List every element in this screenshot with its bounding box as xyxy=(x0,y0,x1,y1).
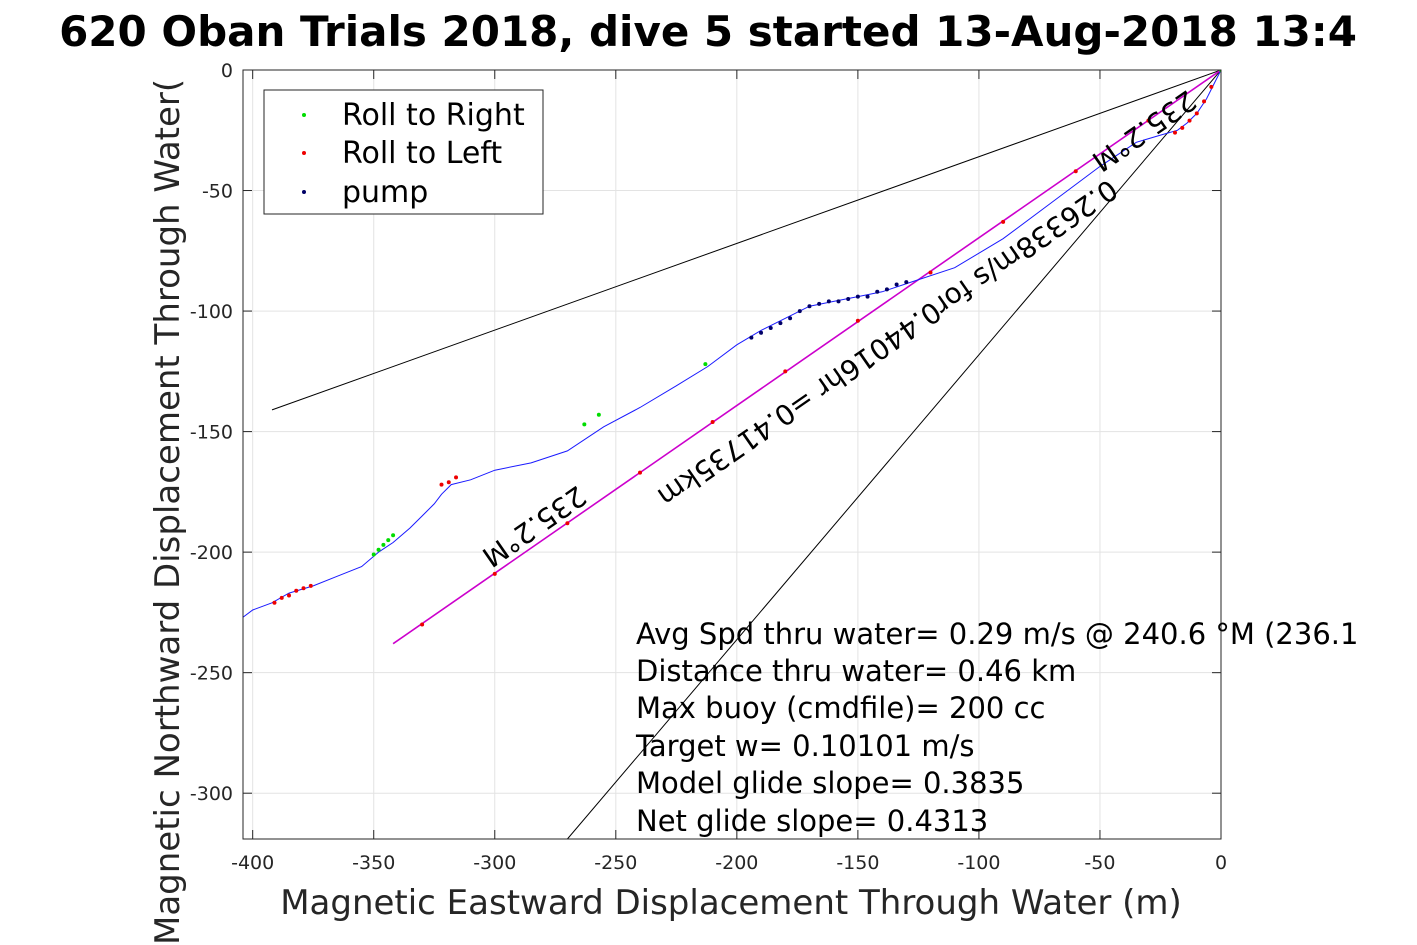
roll-left-net-point xyxy=(638,470,643,475)
chart-title: 620 Oban Trials 2018, dive 5 started 13-… xyxy=(59,7,1357,56)
roll-left-point xyxy=(301,586,306,591)
roll-left-net-point xyxy=(565,521,570,526)
y-tick-label: -150 xyxy=(190,422,233,444)
pump-point xyxy=(875,289,880,294)
roll-left-net-point xyxy=(855,318,860,323)
x-tick-label: -350 xyxy=(352,852,395,874)
legend: Roll to Right Roll to Left pump xyxy=(263,89,544,215)
x-tick-label: -150 xyxy=(836,852,879,874)
y-tick-label: -250 xyxy=(190,663,233,685)
y-axis-label: Magnetic Northward Displacement Through … xyxy=(148,79,188,945)
legend-swatch-roll-left xyxy=(302,151,306,155)
pump-point xyxy=(778,321,783,326)
pump-point xyxy=(846,297,851,302)
roll-left-net-point xyxy=(492,571,497,576)
roll-left-point xyxy=(279,595,284,600)
roll-left-net-point xyxy=(1001,219,1006,224)
summary-model-slope: Model glide slope= 0.3835 xyxy=(636,766,1024,800)
axis-ticks: -400 -350 -300 -250 -200 -150 -100 -50 0 0 -50 -100… xyxy=(190,60,1227,874)
roll-right-point xyxy=(391,533,396,538)
summary-avg-speed: Avg Spd thru water= 0.29 m/s @ 240.6 °M … xyxy=(636,617,1358,651)
roll-right-point xyxy=(381,542,386,547)
roll-right-point xyxy=(703,362,708,367)
roll-left-point xyxy=(272,600,277,605)
pump-point xyxy=(788,316,793,321)
net-displacement-line xyxy=(392,70,1221,645)
roll-left-point xyxy=(1202,99,1207,104)
x-axis-label: Magnetic Eastward Displacement Through W… xyxy=(280,883,1182,923)
roll-left-point xyxy=(286,593,291,598)
plot-frame xyxy=(242,69,1222,840)
x-tick-label: -250 xyxy=(594,852,637,874)
roll-left-net-point xyxy=(783,369,788,374)
legend-label-roll-right: Roll to Right xyxy=(342,98,525,133)
summary-max-buoy: Max buoy (cmdfile)= 200 cc xyxy=(636,691,1045,725)
dive-summary: Avg Spd thru water= 0.29 m/s @ 240.6 °M … xyxy=(635,617,1358,838)
roll-right-point xyxy=(582,422,587,427)
pump-point xyxy=(894,282,899,287)
legend-label-roll-left: Roll to Left xyxy=(342,136,502,171)
pump-point xyxy=(817,301,822,306)
pump-point xyxy=(884,287,889,292)
roll-left-point xyxy=(1187,118,1192,123)
summary-target-w: Target w= 0.10101 m/s xyxy=(635,729,974,763)
roll-left-net-point xyxy=(420,622,425,627)
pump-point xyxy=(768,325,773,330)
pump-point xyxy=(904,280,909,285)
pump-point xyxy=(759,330,764,335)
x-tick-label: -50 xyxy=(1084,852,1115,874)
legend-swatch-roll-right xyxy=(302,113,306,117)
roll-left-point xyxy=(446,480,451,485)
plot-area xyxy=(243,70,1221,839)
glide-envelope-line-2 xyxy=(567,70,1221,839)
pump-point xyxy=(826,299,831,304)
legend-box xyxy=(263,89,544,215)
y-tick-label: -200 xyxy=(190,542,233,564)
roll-left-point xyxy=(1173,130,1178,135)
roll-left-point xyxy=(1180,125,1185,130)
roll-left-net-point xyxy=(1073,169,1078,174)
roll-left-point xyxy=(294,588,299,593)
roll-left-net-point xyxy=(710,419,715,424)
roll-right-point xyxy=(371,552,376,557)
glider-track-line xyxy=(243,70,1221,618)
roll-left-net-point xyxy=(1146,118,1151,123)
annotation-heading-2: 235.2°M xyxy=(476,479,592,573)
roll-left-net-point xyxy=(928,270,933,275)
glide-envelope-line-1 xyxy=(271,70,1221,411)
legend-swatch-pump xyxy=(302,190,306,194)
x-tick-label: 0 xyxy=(1215,852,1227,874)
pump-point xyxy=(855,294,860,299)
y-tick-label: -100 xyxy=(190,301,233,323)
x-tick-label: -200 xyxy=(715,852,758,874)
pump-point xyxy=(807,304,812,309)
pump-point xyxy=(797,309,802,314)
roll-left-point xyxy=(308,583,313,588)
roll-left-point xyxy=(1194,111,1199,116)
x-tick-label: -300 xyxy=(473,852,516,874)
pump-point xyxy=(749,335,754,340)
roll-right-point xyxy=(386,538,391,543)
summary-net-slope: Net glide slope= 0.4313 xyxy=(636,804,988,838)
x-tick-label: -100 xyxy=(957,852,1000,874)
pump-point xyxy=(836,299,841,304)
roll-left-point xyxy=(1209,84,1214,89)
roll-left-point xyxy=(439,482,444,487)
roll-right-point xyxy=(596,412,601,417)
summary-distance: Distance thru water= 0.46 km xyxy=(636,654,1076,688)
y-tick-label: -300 xyxy=(190,783,233,805)
pump-point xyxy=(865,294,870,299)
x-tick-label: -400 xyxy=(231,852,274,874)
roll-left-point xyxy=(454,475,459,480)
legend-label-pump: pump xyxy=(342,175,428,210)
y-tick-label: -50 xyxy=(202,181,233,203)
y-tick-label: 0 xyxy=(221,60,233,82)
roll-right-point xyxy=(376,547,381,552)
